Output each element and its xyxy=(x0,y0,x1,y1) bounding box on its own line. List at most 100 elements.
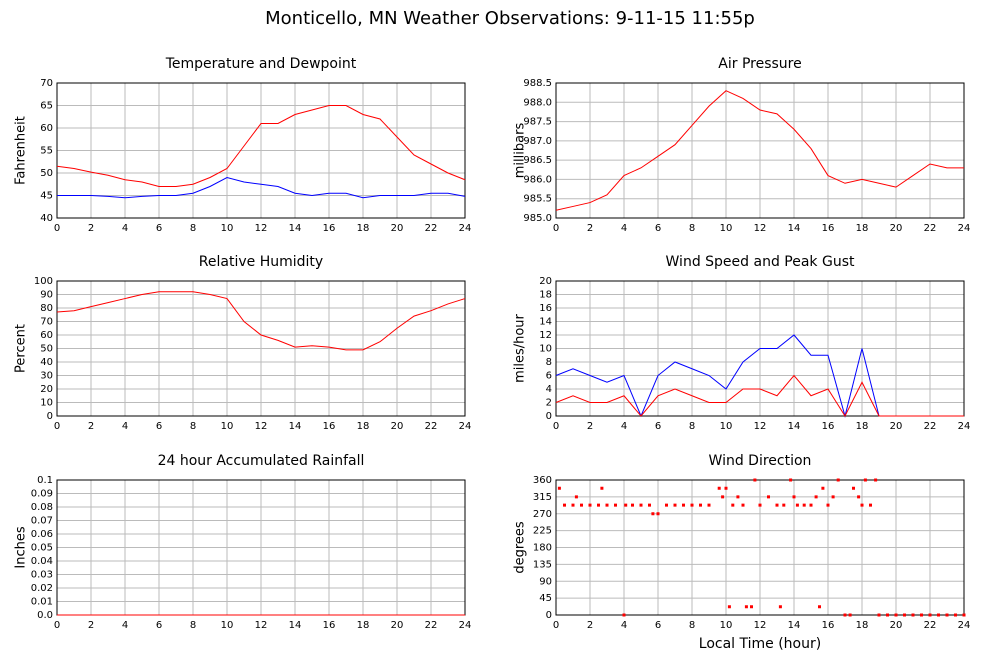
y-tick-label: 986.0 xyxy=(523,174,552,185)
data-point xyxy=(877,613,881,617)
y-tick-label: 55 xyxy=(40,146,53,157)
y-tick-label: 10 xyxy=(539,344,552,355)
y-tick-label: 100 xyxy=(34,276,53,287)
data-point xyxy=(574,495,578,499)
x-tick-label: 2 xyxy=(88,620,94,631)
x-tick-label: 18 xyxy=(856,421,869,432)
x-tick-label: 2 xyxy=(88,421,94,432)
x-tick-label: 22 xyxy=(425,223,438,234)
y-tick-label: 30 xyxy=(40,371,53,382)
x-tick-label: 8 xyxy=(689,223,695,234)
x-tick-label: 10 xyxy=(720,223,733,234)
data-point xyxy=(741,503,745,507)
data-point xyxy=(717,486,721,490)
data-point xyxy=(843,613,847,617)
data-point xyxy=(736,495,740,499)
y-tick-label: 985.5 xyxy=(523,194,552,205)
data-point xyxy=(614,503,617,507)
x-tick-label: 18 xyxy=(357,620,370,631)
y-tick-label: 8 xyxy=(546,357,552,368)
data-point xyxy=(563,503,566,507)
data-point xyxy=(860,503,864,507)
x-tick-label: 8 xyxy=(190,421,196,432)
data-point xyxy=(814,495,818,499)
data-point xyxy=(665,503,668,507)
x-tick-label: 20 xyxy=(890,421,903,432)
y-tick-label: 14 xyxy=(539,317,552,328)
x-tick-label: 0 xyxy=(54,620,60,631)
data-point xyxy=(622,613,626,617)
x-tick-label: 10 xyxy=(720,620,733,631)
y-axis-label: millibars xyxy=(513,123,528,179)
y-tick-label: 988.5 xyxy=(523,78,552,89)
x-tick-label: 6 xyxy=(156,620,162,631)
data-line xyxy=(555,90,964,211)
data-point xyxy=(954,613,957,617)
y-tick-label: 60 xyxy=(40,330,53,341)
y-tick-label: 70 xyxy=(40,317,53,328)
data-point xyxy=(874,478,878,482)
y-tick-label: 40 xyxy=(40,357,53,368)
y-tick-label: 0.01 xyxy=(31,597,53,608)
x-tick-label: 18 xyxy=(357,223,370,234)
y-tick-label: 180 xyxy=(533,543,552,554)
x-tick-label: 0 xyxy=(553,620,559,631)
x-tick-label: 24 xyxy=(958,620,971,631)
data-line xyxy=(57,176,466,199)
x-tick-label: 12 xyxy=(754,620,767,631)
y-axis-label: degrees xyxy=(513,521,528,574)
data-point xyxy=(778,605,782,609)
y-tick-label: 0.06 xyxy=(31,529,53,540)
x-tick-label: 10 xyxy=(221,620,234,631)
x-tick-label: 16 xyxy=(323,223,336,234)
x-tick-label: 12 xyxy=(255,620,268,631)
chart-title: Wind Direction xyxy=(709,453,812,469)
y-axis-label: Inches xyxy=(14,526,29,568)
x-tick-label: 12 xyxy=(754,421,767,432)
x-tick-label: 24 xyxy=(459,223,472,234)
y-tick-label: 0.08 xyxy=(31,502,53,513)
chart-title: Relative Humidity xyxy=(199,254,323,270)
data-point xyxy=(639,503,643,507)
plot-frame xyxy=(555,280,965,417)
x-tick-label: 8 xyxy=(190,620,196,631)
y-tick-label: 45 xyxy=(539,593,552,604)
x-tick-label: 18 xyxy=(856,620,869,631)
x-tick-label: 10 xyxy=(221,223,234,234)
x-tick-label: 22 xyxy=(924,620,937,631)
data-line xyxy=(56,105,466,187)
y-tick-label: 315 xyxy=(533,492,552,503)
y-tick-label: 50 xyxy=(40,344,53,355)
y-tick-label: 40 xyxy=(40,213,53,224)
y-tick-label: 70 xyxy=(40,78,53,89)
y-tick-label: 45 xyxy=(40,191,53,202)
chart-title: Wind Speed and Peak Gust xyxy=(666,254,855,270)
data-point xyxy=(818,605,821,609)
chart-title: Air Pressure xyxy=(718,56,801,72)
data-point xyxy=(651,512,655,516)
data-point xyxy=(826,503,830,507)
data-point xyxy=(600,486,604,490)
x-tick-label: 22 xyxy=(425,421,438,432)
y-tick-label: 0.05 xyxy=(31,543,53,554)
data-point xyxy=(789,478,793,482)
y-tick-label: 16 xyxy=(539,303,552,314)
y-tick-label: 987.0 xyxy=(523,136,552,147)
x-tick-label: 20 xyxy=(391,421,404,432)
data-point xyxy=(631,503,634,507)
data-point xyxy=(648,503,651,507)
data-point xyxy=(571,503,575,507)
y-axis-label: miles/hour xyxy=(513,313,528,382)
x-tick-label: 0 xyxy=(553,421,559,432)
data-point xyxy=(731,503,735,507)
x-tick-label: 2 xyxy=(88,223,94,234)
chart-title: Temperature and Dewpoint xyxy=(165,56,357,72)
y-tick-label: 0 xyxy=(546,610,552,621)
x-tick-label: 24 xyxy=(459,421,472,432)
x-tick-label: 22 xyxy=(425,620,438,631)
plot-frame xyxy=(56,280,466,417)
x-tick-label: 24 xyxy=(958,223,971,234)
y-tick-label: 988.0 xyxy=(523,97,552,108)
x-tick-label: 10 xyxy=(720,421,733,432)
